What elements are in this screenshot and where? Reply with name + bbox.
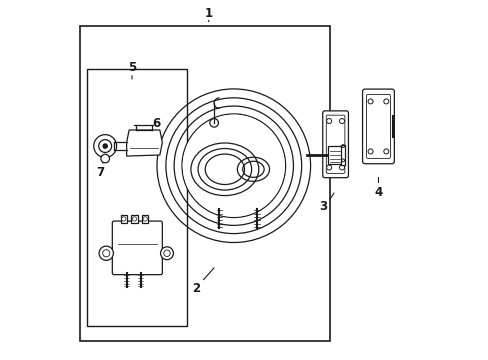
Circle shape: [99, 246, 113, 260]
Text: 4: 4: [374, 186, 382, 199]
Circle shape: [99, 140, 111, 153]
Circle shape: [383, 149, 388, 154]
Bar: [131, 215, 138, 223]
Bar: [121, 215, 127, 223]
Circle shape: [122, 217, 125, 221]
Circle shape: [94, 135, 116, 157]
Circle shape: [132, 217, 136, 221]
FancyBboxPatch shape: [322, 111, 348, 178]
Bar: [87, 69, 187, 327]
Text: 5: 5: [127, 61, 136, 74]
Circle shape: [383, 99, 388, 104]
Circle shape: [326, 165, 331, 170]
Polygon shape: [126, 130, 162, 156]
Text: 3: 3: [318, 200, 326, 213]
Circle shape: [183, 114, 285, 217]
Text: 6: 6: [151, 117, 160, 130]
Circle shape: [160, 247, 173, 260]
FancyBboxPatch shape: [112, 221, 162, 275]
Bar: [142, 215, 148, 223]
Circle shape: [101, 154, 109, 163]
Circle shape: [367, 99, 372, 104]
Bar: [340, 145, 345, 165]
Circle shape: [339, 118, 344, 123]
Circle shape: [326, 118, 331, 123]
Circle shape: [143, 217, 147, 221]
Text: 2: 2: [192, 283, 200, 296]
Text: 1: 1: [204, 8, 212, 21]
FancyBboxPatch shape: [362, 89, 393, 164]
Circle shape: [103, 144, 107, 148]
Bar: [328, 146, 341, 164]
Circle shape: [367, 149, 372, 154]
Text: 7: 7: [96, 166, 103, 179]
Circle shape: [182, 114, 285, 217]
Circle shape: [339, 165, 344, 170]
Bar: [80, 26, 329, 341]
